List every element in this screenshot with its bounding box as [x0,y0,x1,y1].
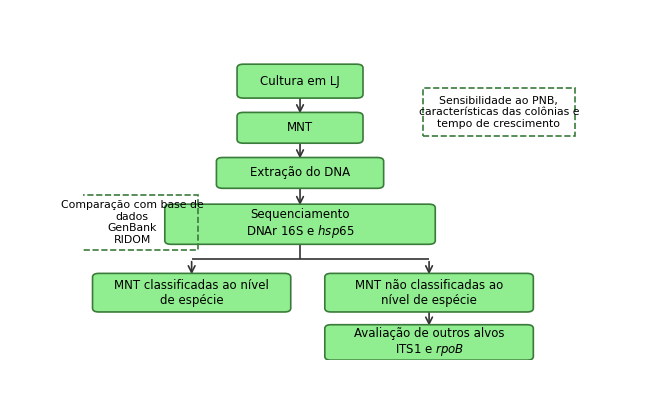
FancyBboxPatch shape [325,325,533,360]
Text: MNT não classificadas ao
nível de espécie: MNT não classificadas ao nível de espéci… [355,279,503,307]
Text: Comparação com base de
dados
GenBank
RIDOM: Comparação com base de dados GenBank RID… [61,200,204,245]
Text: Extração do DNA: Extração do DNA [250,166,350,179]
Text: Sequenciamento
DNAr 16S e $\it{hsp65}$: Sequenciamento DNAr 16S e $\it{hsp65}$ [246,208,354,240]
FancyBboxPatch shape [325,274,533,312]
FancyBboxPatch shape [216,158,384,188]
FancyBboxPatch shape [237,112,363,143]
Text: Avaliação de outros alvos
ITS1 e $\it{rpoB}$: Avaliação de outros alvos ITS1 e $\it{rp… [354,327,504,358]
Text: Sensibilidade ao PNB,
características das colônias e
tempo de crescimento: Sensibilidade ao PNB, características da… [418,96,579,129]
Text: MNT: MNT [287,121,313,134]
Text: Cultura em LJ: Cultura em LJ [260,75,340,88]
FancyBboxPatch shape [165,204,436,244]
FancyBboxPatch shape [93,274,291,312]
Text: MNT classificadas ao nível
de espécie: MNT classificadas ao nível de espécie [114,279,269,307]
FancyBboxPatch shape [237,64,363,98]
